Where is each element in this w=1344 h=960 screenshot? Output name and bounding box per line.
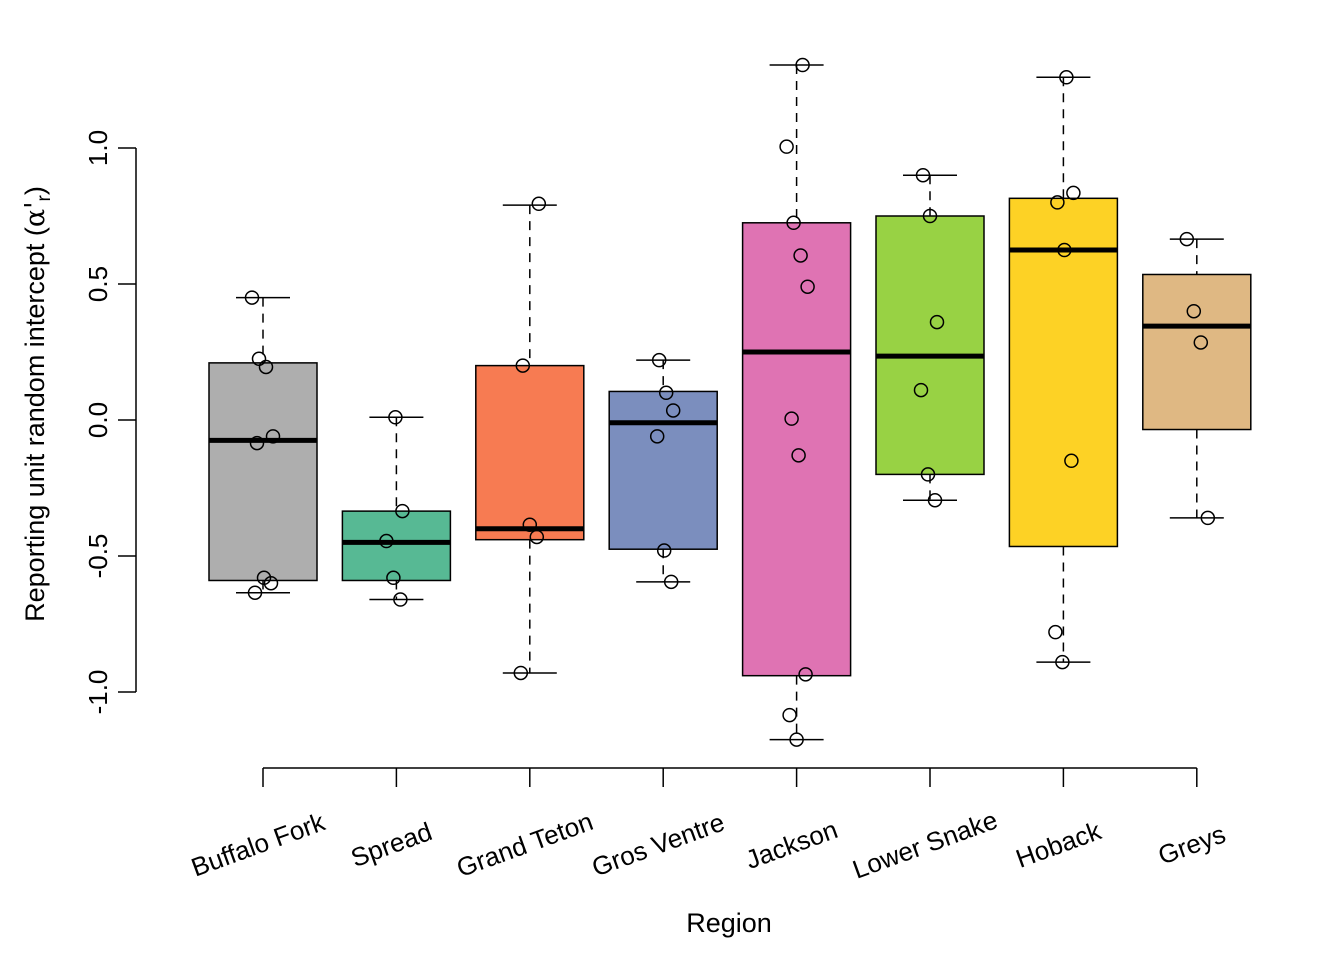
- data-point: [800, 279, 815, 294]
- data-point: [663, 574, 679, 590]
- data-point: [784, 411, 799, 426]
- boxes-layer: [208, 57, 1252, 747]
- iqr-box: [475, 364, 585, 541]
- data-point: [263, 575, 279, 591]
- y-axis-title-close: ): [20, 186, 50, 195]
- data-point: [665, 403, 681, 418]
- data-point: [529, 529, 545, 545]
- x-tick-label: Grand Teton: [453, 806, 597, 883]
- x-tick-label: Hoback: [1012, 815, 1106, 874]
- data-point: [915, 167, 931, 183]
- data-point: [929, 314, 945, 330]
- data-point: [1064, 453, 1079, 469]
- box-greys: [1142, 231, 1252, 526]
- data-point: [379, 533, 394, 549]
- data-point: [249, 435, 265, 451]
- y-axis-title: Reporting unit random intercept (α'r): [20, 186, 55, 622]
- data-point: [1066, 185, 1081, 201]
- iqr-box: [1142, 273, 1252, 431]
- data-point: [531, 196, 547, 212]
- data-point: [779, 139, 794, 154]
- data-point: [649, 429, 665, 444]
- data-point: [513, 665, 529, 681]
- data-point: [1057, 242, 1072, 258]
- x-tick-label: Lower Snake: [848, 804, 1001, 884]
- data-point: [1186, 303, 1202, 319]
- data-point: [1179, 231, 1195, 247]
- data-point: [244, 290, 260, 305]
- data-point: [522, 517, 538, 532]
- iqr-box: [608, 390, 718, 550]
- box-jackson: [741, 57, 852, 747]
- box-hoback: [1008, 70, 1119, 670]
- y-tick-label: 1.0: [83, 130, 113, 166]
- data-point: [395, 503, 410, 519]
- data-point: [386, 570, 401, 586]
- data-point: [656, 543, 672, 558]
- x-axis-title: Region: [686, 908, 772, 938]
- data-point: [920, 467, 936, 482]
- iqr-box: [875, 215, 985, 476]
- box-lower-snake: [875, 167, 985, 508]
- y-tick-label: -1.0: [83, 670, 113, 715]
- data-point: [247, 585, 263, 600]
- data-point: [265, 429, 281, 444]
- data-point: [789, 732, 804, 747]
- x-tick-label: Gros Ventre: [588, 807, 729, 883]
- box-buffalo-fork: [208, 290, 318, 600]
- data-point: [927, 492, 943, 508]
- data-point: [1200, 510, 1216, 526]
- x-tick-label: Jackson: [742, 814, 842, 875]
- data-point: [793, 248, 808, 263]
- data-point: [658, 385, 674, 401]
- data-point: [922, 208, 938, 224]
- data-point: [258, 359, 274, 375]
- data-point: [393, 592, 408, 607]
- iqr-box: [341, 510, 452, 582]
- data-point: [791, 448, 806, 463]
- data-point: [1193, 335, 1209, 350]
- data-point: [515, 358, 531, 373]
- data-point: [651, 352, 667, 368]
- box-grand-teton: [475, 196, 585, 681]
- data-point: [798, 667, 813, 682]
- data-point: [795, 57, 810, 73]
- y-axis-title-main: Reporting unit random intercept (: [20, 227, 50, 622]
- data-point: [1050, 195, 1065, 210]
- data-point: [1048, 624, 1063, 640]
- data-point: [913, 382, 929, 398]
- x-tick-label: Buffalo Fork: [187, 806, 329, 882]
- data-point: [786, 215, 801, 231]
- iqr-box: [208, 362, 318, 582]
- x-tick-label: Greys: [1154, 819, 1229, 871]
- box-spread: [341, 410, 452, 607]
- data-point: [1059, 70, 1074, 85]
- y-axis-title-subscript: r: [34, 194, 55, 201]
- y-tick-label: -0.5: [83, 534, 113, 579]
- y-axis: -1.0 -0.5 0.0 0.5 1.0: [83, 130, 137, 715]
- y-tick-label: 0.0: [83, 402, 113, 438]
- box-gros-ventre: [608, 352, 718, 590]
- y-axis-title-symbol: α': [20, 201, 51, 227]
- data-point: [1055, 654, 1070, 670]
- data-point: [782, 707, 797, 723]
- data-point: [388, 410, 403, 425]
- y-tick-label: 0.5: [83, 266, 113, 302]
- x-tick-label: Spread: [347, 816, 436, 873]
